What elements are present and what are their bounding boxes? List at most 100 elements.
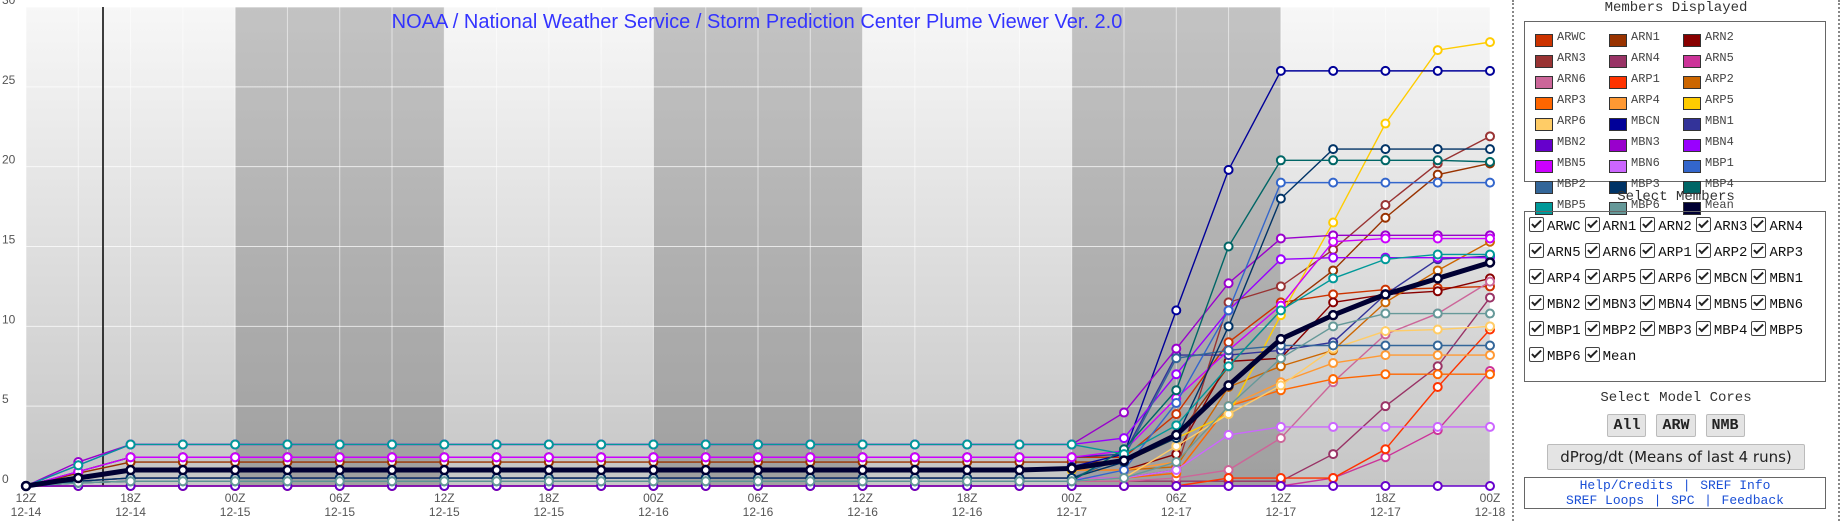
checkbox[interactable]: [1751, 217, 1767, 232]
member-checkbox[interactable]: ARN1: [1584, 214, 1636, 240]
checkbox[interactable]: [1584, 295, 1600, 310]
legend-swatch: [1609, 181, 1627, 194]
legend-item: ARP6: [1531, 114, 1605, 135]
member-checkbox[interactable]: MBP1: [1529, 318, 1581, 344]
member-checkbox[interactable]: ARP1: [1640, 240, 1692, 266]
member-checkbox[interactable]: ARP5: [1584, 266, 1636, 292]
legend-swatch: [1683, 34, 1701, 47]
data-point: [1380, 401, 1391, 412]
x-tick-label: 18Z: [539, 491, 560, 505]
legend-swatch: [1535, 181, 1553, 194]
member-checkbox[interactable]: MBCN: [1695, 266, 1748, 292]
checkbox[interactable]: [1584, 217, 1600, 232]
link[interactable]: SREF Loops: [1566, 493, 1645, 508]
member-checkbox[interactable]: MBP2: [1584, 318, 1636, 344]
dprog-button[interactable]: dProg/dt (Means of last 4 runs): [1547, 444, 1805, 470]
member-checkbox[interactable]: ARP6: [1640, 266, 1692, 292]
link[interactable]: SREF Info: [1700, 478, 1771, 493]
link[interactable]: Feedback: [1721, 493, 1784, 508]
data-point: [1171, 369, 1182, 380]
x-tick-label: 12Z: [1271, 491, 1292, 505]
checkbox[interactable]: [1529, 321, 1544, 336]
checkbox[interactable]: [1640, 269, 1656, 284]
member-checkbox[interactable]: ARP4: [1529, 266, 1581, 292]
member-checkbox[interactable]: ARWC: [1529, 214, 1581, 240]
link[interactable]: Help/Credits: [1579, 478, 1674, 493]
checkbox[interactable]: [1751, 321, 1767, 336]
checkbox[interactable]: [1529, 269, 1544, 284]
checkbox-label: MBCN: [1713, 271, 1748, 287]
data-point: [1328, 217, 1339, 228]
data-point: [648, 452, 659, 463]
checkbox-label: MBN5: [1713, 297, 1748, 313]
checkbox[interactable]: [1751, 295, 1767, 310]
member-checkbox[interactable]: MBN4: [1640, 292, 1692, 318]
x-tick-date: 12-15: [534, 505, 565, 519]
member-checkbox[interactable]: ARP3: [1751, 240, 1803, 266]
data-point: [282, 476, 293, 487]
data-point: [543, 464, 555, 476]
data-point: [1171, 397, 1182, 408]
data-point: [596, 439, 607, 450]
separator: |: [1653, 493, 1662, 508]
data-point: [1485, 156, 1495, 167]
checkbox[interactable]: [1584, 243, 1600, 258]
core-button[interactable]: ARW: [1656, 414, 1696, 437]
legend-label: MBN1: [1705, 114, 1734, 128]
member-checkbox[interactable]: ARP2: [1695, 240, 1747, 266]
member-checkbox[interactable]: MBN1: [1751, 266, 1803, 292]
data-point: [1328, 340, 1339, 351]
data-point: [1223, 305, 1234, 316]
member-checkbox[interactable]: MBP6: [1529, 344, 1581, 370]
data-point: [1485, 292, 1495, 303]
checkbox[interactable]: [1695, 321, 1711, 336]
checkbox[interactable]: [1529, 217, 1544, 232]
member-checkbox[interactable]: ARN6: [1584, 240, 1636, 266]
data-point: [1432, 273, 1443, 284]
data-point: [1171, 481, 1182, 491]
checkbox[interactable]: [1529, 243, 1544, 258]
checkbox[interactable]: [1584, 347, 1600, 362]
checkbox[interactable]: [1695, 243, 1711, 258]
data-point: [1275, 305, 1286, 316]
checkbox[interactable]: [1640, 321, 1656, 336]
member-checkbox[interactable]: MBN6: [1751, 292, 1803, 318]
checkbox-label: MBP5: [1769, 323, 1804, 339]
data-point: [1328, 177, 1339, 188]
data-point: [753, 452, 763, 463]
legend-swatch: [1609, 139, 1627, 152]
link[interactable]: SPC: [1671, 493, 1695, 508]
member-checkbox[interactable]: MBP4: [1695, 318, 1747, 344]
member-checkbox[interactable]: MBN2: [1529, 292, 1581, 318]
checkbox[interactable]: [1695, 217, 1711, 232]
checkbox[interactable]: [1640, 217, 1656, 232]
checkbox[interactable]: [1751, 269, 1767, 284]
x-tick-date: 12-17: [1370, 505, 1401, 519]
checkbox[interactable]: [1640, 295, 1656, 310]
checkbox[interactable]: [1584, 321, 1600, 336]
member-checkbox[interactable]: ARN2: [1640, 214, 1692, 240]
legend-item: MBN1: [1679, 114, 1753, 135]
member-checkbox[interactable]: ARN3: [1695, 214, 1747, 240]
checkbox[interactable]: [1529, 347, 1544, 362]
member-checkbox[interactable]: MBN5: [1695, 292, 1748, 318]
checkbox-label: ARN5: [1547, 245, 1581, 261]
member-checkbox[interactable]: MBP5: [1751, 318, 1803, 344]
core-button[interactable]: NMB: [1705, 414, 1745, 437]
data-point: [73, 460, 84, 471]
checkbox[interactable]: [1529, 295, 1544, 310]
data-point: [1485, 276, 1495, 287]
core-button[interactable]: All: [1607, 414, 1647, 437]
data-point: [1485, 131, 1495, 142]
member-checkbox[interactable]: ARN4: [1751, 214, 1803, 240]
member-checkbox[interactable]: MBP3: [1640, 318, 1692, 344]
checkbox[interactable]: [1751, 243, 1767, 258]
checkbox[interactable]: [1584, 269, 1600, 284]
member-checkbox[interactable]: ARN5: [1529, 240, 1581, 266]
member-checkbox[interactable]: Mean: [1584, 344, 1636, 370]
checkbox[interactable]: [1695, 269, 1711, 284]
legend-swatch: [1683, 118, 1701, 131]
member-checkbox[interactable]: MBN3: [1584, 292, 1636, 318]
checkbox[interactable]: [1695, 295, 1711, 310]
checkbox[interactable]: [1640, 243, 1656, 258]
